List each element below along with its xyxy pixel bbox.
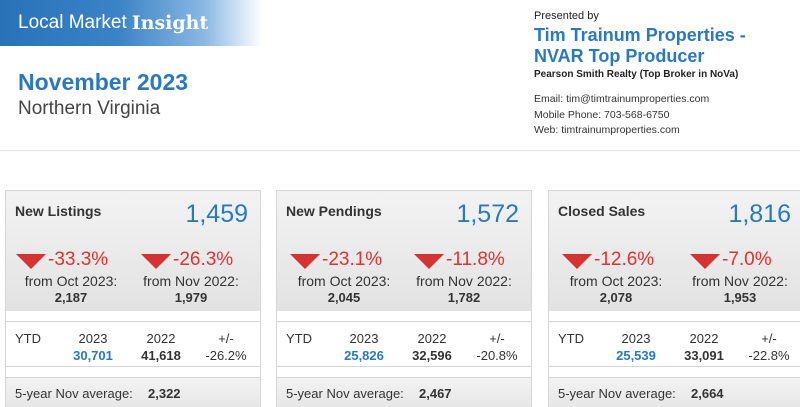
change-month-pct: -23.1% — [322, 249, 383, 270]
banner-title-part1: Local Market — [18, 12, 127, 33]
agent-email: Email: tim@timtrainumproperties.com — [534, 93, 710, 105]
change-year-label: from Nov 2022: — [692, 273, 788, 289]
agent-brokerage: Pearson Smith Realty (Top Broker in NoVa… — [534, 69, 739, 80]
stat-card-new-listings: New Listings 1,459 -33.3% from Oct 2023:… — [5, 190, 261, 407]
report-period: November 2023 — [18, 69, 189, 95]
ytd-value-2022: 41,618 — [141, 348, 181, 363]
card-summary: New Pendings 1,572 -23.1% from Oct 2023:… — [277, 191, 531, 311]
card-label: New Listings — [15, 203, 102, 219]
down-arrow-icon — [562, 254, 592, 269]
stat-card-closed-sales: Closed Sales 1,816 -12.6% from Oct 2023:… — [548, 190, 800, 407]
change-year-label: from Nov 2022: — [143, 273, 239, 289]
change-year-value: 1,953 — [723, 290, 757, 305]
ytd-value-2023: 25,539 — [616, 348, 656, 363]
change-month: -12.6% — [561, 247, 654, 273]
ytd-header-2023: 2023 — [78, 331, 108, 346]
ytd-value-2023: 30,701 — [73, 348, 113, 363]
avg-value: 2,664 — [691, 386, 724, 401]
ytd-header-change: +/- — [761, 331, 777, 346]
ytd-label: YTD — [286, 331, 312, 346]
change-month: -33.3% — [15, 247, 108, 273]
ytd-header-change: +/- — [489, 331, 505, 346]
card-value: 1,459 — [185, 200, 248, 228]
agent-name-line2: NVAR Top Producer — [534, 46, 705, 66]
down-arrow-icon — [690, 254, 720, 269]
ytd-header-2022: 2022 — [689, 331, 719, 346]
change-year-pct: -7.0% — [722, 249, 772, 270]
agent-phone: Mobile Phone: 703-568-6750 — [534, 109, 670, 121]
ytd-value-change: -20.8% — [476, 348, 518, 363]
change-year-value: 1,979 — [174, 290, 208, 305]
stat-card-new-pendings: New Pendings 1,572 -23.1% from Oct 2023:… — [276, 190, 532, 407]
change-year-pct: -11.8% — [446, 249, 505, 270]
change-year-value: 1,782 — [447, 290, 481, 305]
change-month: -23.1% — [289, 247, 382, 273]
ytd-table: YTD 2023 2022 +/- 30,701 41,618 -26.2% — [6, 321, 260, 367]
down-arrow-icon — [16, 254, 46, 269]
card-value: 1,816 — [728, 200, 791, 228]
down-arrow-icon — [414, 254, 444, 269]
ytd-value-2022: 33,091 — [684, 348, 724, 363]
ytd-value-2023: 25,826 — [344, 348, 384, 363]
ytd-table: YTD 2023 2022 +/- 25,539 33,091 -22.8% — [549, 321, 800, 367]
change-month-label: from Oct 2023: — [297, 273, 391, 289]
card-value: 1,572 — [456, 200, 519, 228]
ytd-header-change: +/- — [218, 331, 234, 346]
avg-value: 2,467 — [419, 386, 452, 401]
ytd-header-2023: 2023 — [349, 331, 379, 346]
change-month-label: from Oct 2023: — [24, 273, 118, 289]
ytd-value-change: -22.8% — [748, 348, 790, 363]
change-month-pct: -33.3% — [48, 249, 109, 270]
ytd-header-2023: 2023 — [621, 331, 651, 346]
report-banner: Local Market Insight — [0, 0, 262, 46]
card-summary: New Listings 1,459 -33.3% from Oct 2023:… — [6, 191, 260, 311]
change-month-pct: -12.6% — [594, 249, 655, 270]
card-summary: Closed Sales 1,816 -12.6% from Oct 2023:… — [549, 191, 800, 311]
ytd-label: YTD — [15, 331, 41, 346]
presented-by-label: Presented by — [534, 10, 599, 22]
down-arrow-icon — [141, 254, 171, 269]
ytd-table: YTD 2023 2022 +/- 25,826 32,596 -20.8% — [277, 321, 531, 367]
ytd-value-change: -26.2% — [205, 348, 247, 363]
avg-label: 5-year Nov average: — [286, 386, 404, 401]
change-year: -11.8% — [413, 247, 505, 273]
agent-name-line1: Tim Trainum Properties - — [534, 25, 746, 45]
change-year-pct: -26.3% — [173, 249, 234, 270]
report-region: Northern Virginia — [18, 98, 161, 119]
ytd-value-2022: 32,596 — [412, 348, 452, 363]
avg-value: 2,322 — [148, 386, 181, 401]
avg-label: 5-year Nov average: — [15, 386, 133, 401]
avg-label: 5-year Nov average: — [558, 386, 676, 401]
change-month-value: 2,187 — [54, 290, 88, 305]
five-year-average: 5-year Nov average: 2,322 — [6, 377, 260, 407]
ytd-label: YTD — [558, 331, 584, 346]
header-divider — [0, 150, 800, 151]
five-year-average: 5-year Nov average: 2,664 — [549, 377, 800, 407]
card-label: New Pendings — [286, 203, 382, 219]
banner-title-part2: Insight — [131, 12, 209, 34]
change-year: -7.0% — [689, 247, 772, 273]
ytd-header-2022: 2022 — [146, 331, 176, 346]
change-year-label: from Nov 2022: — [416, 273, 512, 289]
change-month-value: 2,045 — [327, 290, 361, 305]
agent-web: Web: timtrainumproperties.com — [534, 124, 680, 136]
change-month-value: 2,078 — [599, 290, 633, 305]
change-month-label: from Oct 2023: — [569, 273, 663, 289]
ytd-header-2022: 2022 — [417, 331, 447, 346]
down-arrow-icon — [290, 254, 320, 269]
change-year: -26.3% — [140, 247, 233, 273]
five-year-average: 5-year Nov average: 2,467 — [277, 377, 531, 407]
card-label: Closed Sales — [558, 203, 646, 219]
